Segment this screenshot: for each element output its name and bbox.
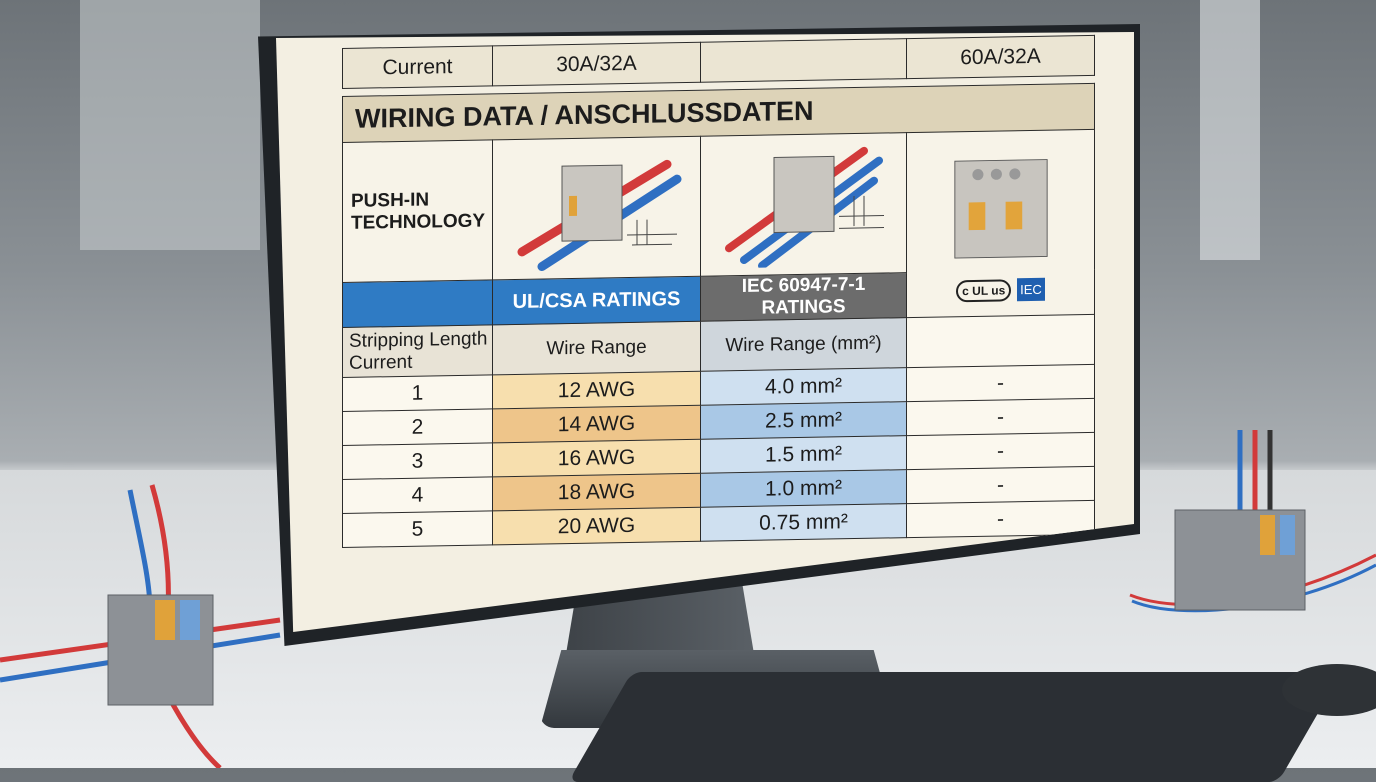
cell: 2.5 mm²	[700, 401, 907, 440]
ul-csa-ratings-header: UL/CSA RATINGS	[492, 276, 701, 325]
column-header: Stripping Length Current	[342, 324, 493, 378]
ul-certification-icon: c UL us	[956, 278, 1012, 302]
cell: 4.0 mm²	[700, 367, 907, 406]
terminal-block-icon	[953, 158, 1048, 259]
terminal-block-right	[1129, 430, 1376, 613]
cell: 3	[342, 442, 493, 480]
terminal-block-icon	[724, 146, 884, 270]
cell: 1.5 mm²	[700, 435, 907, 474]
cell: 30A/32A	[492, 42, 701, 86]
cell: 12 AWG	[492, 371, 701, 409]
cell: -	[906, 500, 1095, 538]
terminal-block-left	[0, 484, 281, 768]
terminal-block-icon	[517, 159, 681, 271]
wiring-table: Current 30A/32A 60A/32A WIRING DATA / AN…	[342, 35, 1095, 548]
cell: -	[906, 364, 1095, 402]
rating-band	[342, 279, 493, 328]
cell: -	[906, 398, 1095, 436]
cell: 0.75 mm²	[700, 503, 907, 542]
cell: 14 AWG	[492, 405, 701, 443]
monitor-screen: Current 30A/32A 60A/32A WIRING DATA / AN…	[276, 32, 1134, 632]
cell: 1.0 mm²	[700, 469, 907, 508]
column-header: Wire Range (mm²)	[700, 317, 907, 372]
cell	[700, 38, 907, 83]
background-pillar	[1200, 0, 1260, 260]
mouse	[1282, 664, 1376, 716]
cell: 18 AWG	[492, 473, 701, 511]
background-window	[80, 0, 260, 250]
cell: Current	[342, 45, 493, 89]
keyboard	[568, 672, 1342, 782]
iec-ratings-header: IEC 60947-7-1 RATINGS	[700, 272, 907, 322]
cell: -	[906, 466, 1095, 504]
cell: 16 AWG	[492, 439, 701, 477]
wiring-data-sheet: Current 30A/32A 60A/32A WIRING DATA / AN…	[342, 35, 1095, 548]
cell: 4	[342, 476, 493, 514]
cell: 1	[342, 374, 493, 412]
technology-label: PUSH-IN TECHNOLOGY	[342, 139, 493, 283]
column-header	[906, 314, 1095, 368]
cell: 20 AWG	[492, 507, 701, 545]
cell: 2	[342, 408, 493, 446]
cell: -	[906, 432, 1095, 470]
cell: 5	[342, 510, 493, 548]
column-header: Wire Range	[492, 321, 701, 375]
terminal-block-diagram	[492, 136, 701, 280]
iec-logo-icon: IEC	[1017, 277, 1045, 301]
terminal-block-diagram	[700, 132, 907, 277]
terminal-block-product: c UL us IEC	[906, 129, 1095, 318]
cell: 60A/32A	[906, 35, 1095, 79]
